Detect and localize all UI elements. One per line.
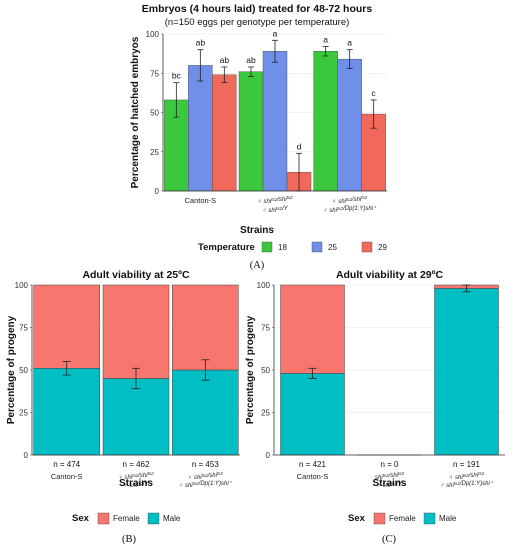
bar <box>172 284 239 371</box>
x-tick-label: shits2/shits2 <box>375 471 405 481</box>
x-axis-label: Strains <box>373 478 407 489</box>
x-tick-label: ♂ shits2/Dp(1:Y)shi⁺ <box>323 205 377 214</box>
bar <box>337 58 362 192</box>
legend-swatch <box>373 512 386 525</box>
legend-label: 18 <box>278 243 287 252</box>
legend-label: Male <box>163 514 181 523</box>
y-axis-label: Percentage of progeny <box>6 315 17 424</box>
panel-label: (A) <box>250 260 265 271</box>
y-tick-label: 50 <box>19 366 28 375</box>
sample-count: n = 474 <box>53 460 80 469</box>
bar <box>172 369 239 456</box>
legend-swatch <box>311 241 323 253</box>
x-tick-label: ♀ shits2/shits2 <box>332 195 368 205</box>
bar <box>280 284 345 374</box>
x-tick-label: ♀ shits2/shits2 <box>449 471 485 481</box>
significance-letter: bc <box>172 71 182 81</box>
sample-count: n = 453 <box>192 460 219 469</box>
y-tick-label: 75 <box>261 324 270 333</box>
x-tick-label: Canton-S <box>51 472 83 481</box>
x-tick-label: ♂ shits2/Dp(1:Y)shi⁺ <box>440 480 494 489</box>
chart-title: Adult viability at 25ºC <box>82 269 190 281</box>
bar <box>280 373 345 456</box>
y-tick-label: 100 <box>15 281 29 290</box>
significance-letter: ab <box>220 55 230 65</box>
panel-c: Adult viability at 29ºC 0 25 50 75 100 n = 421… <box>245 269 505 545</box>
x-tick-label: Canton-S <box>297 472 329 481</box>
chart-title: Embryos (4 hours laid) treated for 48-72… <box>142 3 373 15</box>
significance-letter: c <box>372 88 377 98</box>
legend: Sex Female Male <box>72 512 181 525</box>
x-tick-label: ♂ shits2/Dp(1:Y)shi⁺ <box>179 480 233 489</box>
sample-count: n = 462 <box>123 460 150 469</box>
y-tick-label: 50 <box>261 366 270 375</box>
significance-letter: a <box>273 28 278 38</box>
y-tick-label: 75 <box>19 324 28 333</box>
sample-count: n = 0 <box>380 460 399 469</box>
y-tick-label: 25 <box>19 409 28 418</box>
chart-subtitle: (n=150 eggs per genotype per temperature… <box>165 17 350 28</box>
sample-count: n = 421 <box>299 460 326 469</box>
significance-letter: d <box>297 141 302 151</box>
x-tick-label: ♀ shits2/shits2 <box>257 195 293 205</box>
y-axis-label: Percentage of hatched embryos <box>130 36 141 188</box>
legend-label: Female <box>389 514 416 523</box>
y-tick-label: 25 <box>261 409 270 418</box>
x-tick-label: ♀ shits2/shits2 <box>118 471 154 481</box>
significance-letter: ab <box>196 38 206 48</box>
y-tick-label: 0 <box>24 451 29 460</box>
bar <box>33 368 100 456</box>
legend-swatch <box>97 512 110 525</box>
x-tick-label: ♂ shits2/Y <box>123 481 150 489</box>
legend-swatch <box>261 241 273 253</box>
bar <box>313 51 338 192</box>
y-tick-label: 0 <box>266 451 271 460</box>
legend-label: 25 <box>328 243 337 252</box>
panel-a: Embryos (4 hours laid) treated for 48-72… <box>130 3 387 271</box>
legend-swatch <box>423 512 436 525</box>
bar <box>212 74 237 192</box>
legend-title: Sex <box>72 513 90 524</box>
legend-label: Female <box>113 514 140 523</box>
x-axis-label: Strains <box>240 225 274 236</box>
significance-letter: a <box>347 38 352 48</box>
sample-count: n = 191 <box>453 460 480 469</box>
legend: Temperature 18 25 29 <box>198 241 387 253</box>
y-axis-label: Percentage of progeny <box>245 315 256 424</box>
y-tick-label: 0 <box>155 187 160 196</box>
significance-letter: ab <box>246 55 256 65</box>
x-tick-label: Canton-S <box>184 196 216 205</box>
bar <box>238 71 264 192</box>
x-axis-label: Strains <box>119 478 153 489</box>
bar <box>188 65 213 192</box>
significance-letter: a <box>323 35 328 45</box>
y-tick-label: 100 <box>257 281 271 290</box>
y-tick-label: 100 <box>146 30 160 39</box>
bar <box>434 288 499 456</box>
x-tick-label: ♀ shits2/shits2 <box>188 471 224 481</box>
legend-title: Sex <box>348 513 366 524</box>
legend-label: Male <box>439 514 457 523</box>
x-tick-label: ♂ shits2/Y <box>377 481 404 489</box>
y-tick-label: 75 <box>150 69 159 78</box>
legend-label: 29 <box>378 243 387 252</box>
legend-title: Temperature <box>198 242 255 253</box>
chart-title: Adult viability at 29ºC <box>336 269 444 281</box>
bar <box>33 284 100 369</box>
bar <box>262 51 288 192</box>
panel-label: (C) <box>382 534 397 545</box>
bar <box>102 284 170 379</box>
panel-label: (B) <box>122 534 137 545</box>
y-tick-label: 25 <box>150 148 159 157</box>
legend: Sex Female Male <box>348 512 457 525</box>
x-tick-label: ♂ shits2/Y <box>262 206 289 214</box>
y-tick-label: 50 <box>150 109 159 118</box>
legend-swatch <box>361 241 373 253</box>
legend-swatch <box>147 512 160 525</box>
panel-b: Adult viability at 25ºC 0 25 50 75 100 n = 474… <box>6 269 240 545</box>
bar <box>102 378 170 456</box>
